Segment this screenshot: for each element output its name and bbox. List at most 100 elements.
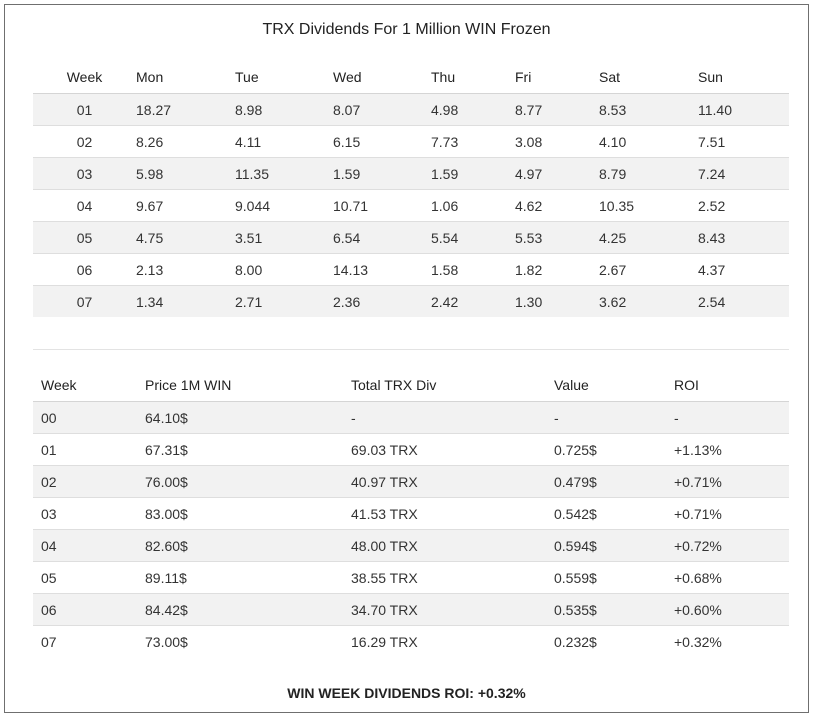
table-cell: 11.35 bbox=[235, 157, 333, 190]
table-cell: 2.42 bbox=[431, 285, 515, 317]
table-row: 03 83.00$ 41.53 TRX 0.542$ +0.71% bbox=[33, 497, 789, 530]
table-cell: 8.77 bbox=[515, 93, 599, 126]
table-cell: 04 bbox=[33, 189, 136, 222]
table-cell: +1.13% bbox=[674, 433, 789, 466]
table-cell: 01 bbox=[33, 93, 136, 126]
table-cell: 3.51 bbox=[235, 221, 333, 254]
table-cell: 10.71 bbox=[333, 189, 431, 222]
table-cell: 34.70 TRX bbox=[351, 593, 554, 626]
table-cell: 9.044 bbox=[235, 189, 333, 222]
table-cell: 1.59 bbox=[333, 157, 431, 190]
table-cell: 2.71 bbox=[235, 285, 333, 317]
table-cell: 2.54 bbox=[698, 285, 789, 317]
table-cell: 9.67 bbox=[136, 189, 235, 222]
table-cell: 40.97 TRX bbox=[351, 465, 554, 498]
table-row: 07 73.00$ 16.29 TRX 0.232$ +0.32% bbox=[33, 626, 789, 658]
table-cell: 82.60$ bbox=[145, 529, 351, 562]
table-cell: 2.36 bbox=[333, 285, 431, 317]
table-cell: 8.53 bbox=[599, 93, 698, 126]
column-header-wed: Wed bbox=[333, 61, 431, 94]
table-row: 03 5.98 11.35 1.59 1.59 4.97 8.79 7.24 bbox=[33, 157, 789, 190]
table-row: 06 2.13 8.00 14.13 1.58 1.82 2.67 4.37 bbox=[33, 253, 789, 286]
dividends-panel: TRX Dividends For 1 Million WIN Frozen W… bbox=[4, 4, 809, 713]
table-cell: - bbox=[554, 401, 674, 434]
table-cell: 14.13 bbox=[333, 253, 431, 286]
table-cell: 03 bbox=[33, 157, 136, 190]
table-cell: 16.29 TRX bbox=[351, 633, 418, 650]
table-cell: 18.27 bbox=[136, 93, 235, 126]
table-cell: +0.32% bbox=[674, 633, 722, 650]
table-cell: +0.60% bbox=[674, 593, 789, 626]
table-row: 02 8.26 4.11 6.15 7.73 3.08 4.10 7.51 bbox=[33, 125, 789, 158]
table-cell: 1.30 bbox=[515, 285, 599, 317]
table-cell: 1.58 bbox=[431, 253, 515, 286]
table-cell: 1.34 bbox=[136, 285, 235, 317]
table-row: 05 89.11$ 38.55 TRX 0.559$ +0.68% bbox=[33, 561, 789, 594]
column-header-thu: Thu bbox=[431, 61, 515, 94]
table-cell: 8.26 bbox=[136, 125, 235, 158]
column-header-tue: Tue bbox=[235, 61, 333, 94]
table-cell: 89.11$ bbox=[145, 561, 351, 594]
table-cell: 11.40 bbox=[698, 93, 789, 126]
table-cell: 03 bbox=[33, 497, 145, 530]
table-cell: 05 bbox=[33, 561, 145, 594]
column-header-mon: Mon bbox=[136, 61, 235, 94]
table-cell: 2.67 bbox=[599, 253, 698, 286]
table-row: 06 84.42$ 34.70 TRX 0.535$ +0.60% bbox=[33, 593, 789, 626]
table-cell: 2.52 bbox=[698, 189, 789, 222]
table-cell: 4.75 bbox=[136, 221, 235, 254]
table-cell: 64.10$ bbox=[145, 401, 351, 434]
table-row: 04 82.60$ 48.00 TRX 0.594$ +0.72% bbox=[33, 529, 789, 562]
table-cell: 7.73 bbox=[431, 125, 515, 158]
table-cell: 48.00 TRX bbox=[351, 529, 554, 562]
table-cell: 04 bbox=[33, 529, 145, 562]
table-cell: 5.54 bbox=[431, 221, 515, 254]
table-row: 00 64.10$ - - - bbox=[33, 401, 789, 434]
table-cell: 69.03 TRX bbox=[351, 433, 554, 466]
table-cell: 38.55 TRX bbox=[351, 561, 554, 594]
table-cell: 0.725$ bbox=[554, 433, 674, 466]
table-cell: 84.42$ bbox=[145, 593, 351, 626]
table-cell: 83.00$ bbox=[145, 497, 351, 530]
table-cell: 1.06 bbox=[431, 189, 515, 222]
table-cell: 8.43 bbox=[698, 221, 789, 254]
table-cell: 07 bbox=[41, 633, 57, 650]
table-row: 02 76.00$ 40.97 TRX 0.479$ +0.71% bbox=[33, 465, 789, 498]
page-title: TRX Dividends For 1 Million WIN Frozen bbox=[262, 21, 551, 38]
column-header-total-div: Total TRX Div bbox=[351, 369, 554, 402]
table-cell: 4.98 bbox=[431, 93, 515, 126]
table-cell: 0.232$ bbox=[554, 633, 597, 650]
table-cell: 4.11 bbox=[235, 125, 333, 158]
table-cell: 4.10 bbox=[599, 125, 698, 158]
table-cell: 8.07 bbox=[333, 93, 431, 126]
table-cell: 10.35 bbox=[599, 189, 698, 222]
table-cell: 1.59 bbox=[431, 157, 515, 190]
table-cell: +0.71% bbox=[674, 465, 789, 498]
table-cell: 06 bbox=[33, 253, 136, 286]
table-cell: 0.479$ bbox=[554, 465, 674, 498]
table-cell: - bbox=[674, 401, 789, 434]
column-header-value: Value bbox=[554, 369, 674, 402]
column-header-sun: Sun bbox=[698, 61, 789, 94]
table-cell: 8.98 bbox=[235, 93, 333, 126]
table-cell: 4.62 bbox=[515, 189, 599, 222]
table-cell: 2.13 bbox=[136, 253, 235, 286]
table-cell: 05 bbox=[33, 221, 136, 254]
table-cell: 8.00 bbox=[235, 253, 333, 286]
table-cell: 3.62 bbox=[599, 285, 698, 317]
table-cell: 0.535$ bbox=[554, 593, 674, 626]
table-cell: 0.542$ bbox=[554, 497, 674, 530]
table-cell: 6.15 bbox=[333, 125, 431, 158]
week-roi-summary: WIN WEEK DIVIDENDS ROI: +0.32% bbox=[287, 685, 526, 701]
table-cell: 5.98 bbox=[136, 157, 235, 190]
column-header-roi: ROI bbox=[674, 369, 789, 402]
table-cell: 0.559$ bbox=[554, 561, 674, 594]
table-cell: 02 bbox=[33, 465, 145, 498]
table-cell: 1.82 bbox=[515, 253, 599, 286]
column-header-sat: Sat bbox=[599, 61, 698, 94]
table-cell: 7.51 bbox=[698, 125, 789, 158]
table-cell: - bbox=[351, 401, 554, 434]
table-cell: 5.53 bbox=[515, 221, 599, 254]
table-cell: 4.25 bbox=[599, 221, 698, 254]
table-row: 04 9.67 9.044 10.71 1.06 4.62 10.35 2.52 bbox=[33, 189, 789, 222]
